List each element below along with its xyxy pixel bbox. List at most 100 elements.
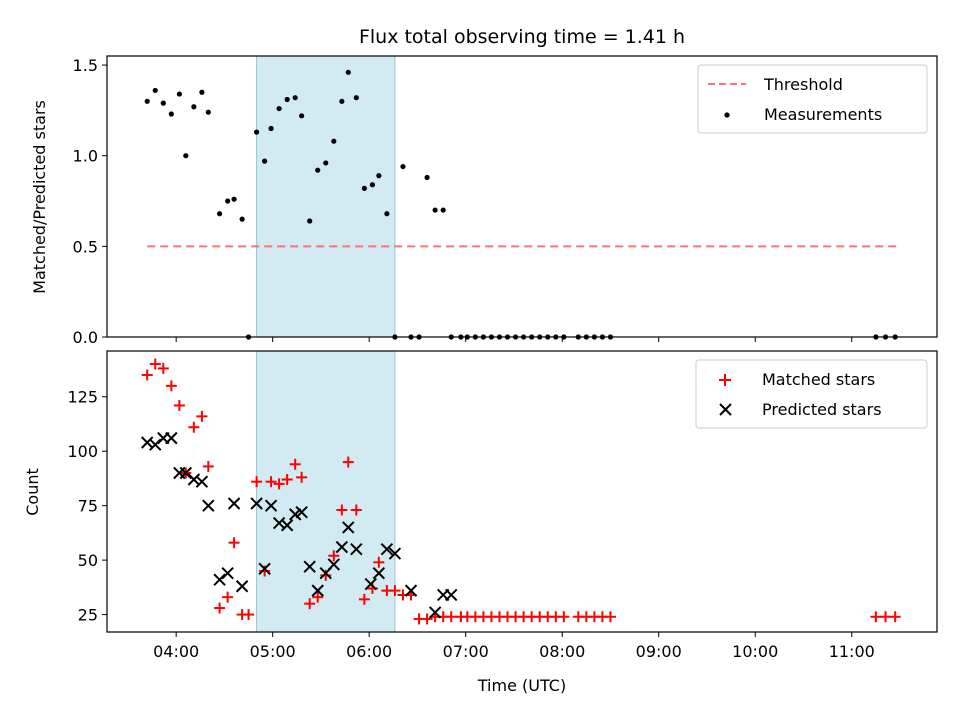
predicted-star-point	[342, 521, 355, 534]
matched-star-point	[342, 456, 354, 468]
top-y-tick-label: 0.5	[73, 237, 98, 256]
matched-star-point	[604, 611, 616, 623]
measurement-point	[276, 105, 282, 112]
matched-star-point	[296, 471, 308, 483]
matched-star-point	[259, 565, 271, 577]
matched-star-point	[222, 591, 234, 603]
matched-star-point	[165, 380, 177, 392]
predicted-star-point	[372, 566, 386, 580]
matched-star-point	[350, 504, 362, 516]
measurement-point	[292, 95, 298, 101]
matched-star-point	[196, 410, 208, 422]
top-legend-measurements-label: Measurements	[764, 105, 882, 124]
bottom-y-axis-label: Count	[23, 468, 42, 516]
measurement-point	[253, 129, 260, 135]
x-tick-label: 06:00	[346, 642, 392, 661]
matched-star-point	[389, 585, 401, 597]
predicted-star-point	[141, 436, 154, 449]
matched-star-point	[265, 476, 277, 488]
top-y-tick-label: 1.5	[73, 56, 98, 75]
predicted-star-point	[272, 516, 286, 530]
matched-star-point	[251, 476, 263, 488]
measurement-point	[176, 91, 182, 97]
bottom-legend-predicted-swatch	[719, 403, 732, 416]
measurement-point	[216, 211, 223, 217]
x-tick-label: 11:00	[829, 642, 875, 661]
predicted-star-point	[327, 558, 341, 571]
predicted-star-point	[364, 577, 378, 591]
measurement-point	[160, 100, 166, 106]
matched-star-point	[336, 504, 348, 516]
measurement-point	[152, 87, 158, 94]
predicted-star-point	[179, 466, 193, 480]
matched-star-point	[880, 611, 892, 623]
matched-star-point	[320, 569, 332, 581]
measurement-point	[331, 138, 337, 144]
top-legend-measurements-swatch	[724, 112, 730, 118]
x-tick-label: 07:00	[443, 642, 489, 661]
predicted-star-point	[280, 519, 294, 532]
measurement-point	[345, 69, 351, 75]
measurement-point	[239, 216, 245, 222]
matched-star-point	[870, 611, 882, 623]
measurement-point	[268, 125, 274, 132]
predicted-star-point	[187, 473, 201, 486]
measurement-point	[168, 111, 174, 117]
measurement-point	[307, 218, 313, 224]
matched-star-point	[421, 613, 433, 625]
top-panel: 0.0 0.5 1.0 1.5 Matched/Predicted stars Thr…	[30, 55, 938, 347]
x-tick-label: 04:00	[153, 642, 199, 661]
measurement-point	[376, 173, 382, 179]
measurement-point	[199, 89, 205, 95]
predicted-star-point	[258, 562, 271, 576]
x-tick-label: 05:00	[250, 642, 296, 661]
predicted-star-point	[221, 566, 234, 580]
measurement-point	[231, 196, 237, 202]
predicted-star-point	[227, 497, 241, 510]
bottom-plot-frame	[106, 350, 938, 633]
predicted-star-point	[235, 580, 249, 593]
matched-star-point	[214, 602, 226, 614]
bottom-shaded-span	[256, 350, 396, 633]
chart-title: Flux total observing time = 1.41 h	[359, 26, 685, 48]
matched-star-point	[243, 609, 255, 621]
matched-star-point	[304, 598, 316, 610]
measurement-point	[205, 109, 211, 115]
bottom-legend: Matched stars Predicted stars	[695, 359, 928, 429]
measurement-point	[353, 95, 359, 101]
predicted-star-point	[202, 499, 215, 512]
matched-star-point	[157, 362, 169, 374]
top-y-tick-label: 1.0	[73, 147, 98, 166]
measurement-point	[315, 167, 321, 173]
matched-star-point	[373, 556, 385, 568]
measurement-point	[299, 113, 305, 119]
matched-star-point	[149, 358, 161, 370]
top-plot-frame	[106, 55, 938, 338]
matched-star-point	[558, 611, 570, 623]
predicted-star-point	[165, 431, 178, 445]
matched-star-point	[273, 478, 285, 490]
measurement-point	[432, 207, 438, 213]
bot-y-tick-label: 25	[78, 606, 98, 625]
matched-star-point	[889, 611, 901, 623]
top-y-tick-label: 0.0	[73, 328, 98, 347]
matched-star-point	[228, 537, 240, 549]
matched-star-point	[173, 399, 185, 411]
measurement-point	[144, 98, 150, 104]
predicted-star-point	[250, 497, 263, 510]
matched-star-point	[312, 591, 324, 603]
measurement-point	[384, 211, 390, 217]
predicted-star-point	[303, 560, 316, 573]
measurement-point	[369, 182, 376, 188]
measurement-point	[339, 98, 345, 104]
predicted-star-point	[380, 543, 394, 556]
bot-y-tick-label: 100	[67, 442, 98, 461]
measurement-point	[440, 207, 446, 213]
measurement-point	[400, 163, 406, 170]
predicted-star-point	[445, 588, 458, 602]
bottom-legend-box	[695, 359, 928, 429]
matched-star-point	[358, 593, 370, 605]
bot-y-tick-label: 75	[78, 497, 98, 516]
measurement-point	[361, 185, 367, 191]
